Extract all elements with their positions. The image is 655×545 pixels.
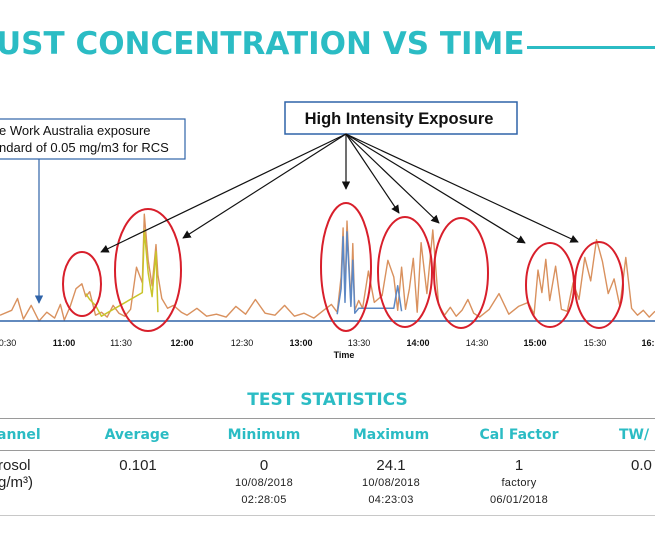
high-intensity-label: High Intensity Exposure xyxy=(305,110,494,128)
high-intensity-box xyxy=(284,101,518,135)
callout-arrows xyxy=(100,133,579,253)
highlight-ellipse xyxy=(377,216,433,328)
stats-rule-top xyxy=(0,418,655,419)
x-axis-ticks: 10:30 11:00 11:30 12:00 12:30 13:00 13:30 14:00… xyxy=(0,338,655,348)
callout-arrow xyxy=(345,133,526,244)
series-line-1 xyxy=(85,229,159,317)
cell-maximum: 24.1 xyxy=(376,457,406,474)
exposure-highlight-ellipses xyxy=(62,202,624,332)
cell-channel-line2: g/m³) xyxy=(0,474,33,491)
stats-rule-bottom xyxy=(0,515,655,516)
col-head-average: Average xyxy=(104,427,170,443)
cell-channel-line1: rosol xyxy=(0,457,31,474)
cell-minimum: 0 xyxy=(259,457,269,474)
x-tick-label: 11:00 xyxy=(53,338,76,348)
x-tick-label: 15:30 xyxy=(584,338,607,348)
series-line-2 xyxy=(336,231,403,315)
x-tick-label: 15:00 xyxy=(523,338,546,348)
title-underline-rule xyxy=(527,46,655,49)
callout-arrow xyxy=(100,133,347,253)
highlight-ellipse xyxy=(62,251,102,317)
cell-maximum-date: 10/08/2018 xyxy=(361,477,421,489)
highlight-ellipse xyxy=(433,217,489,329)
callout-arrow xyxy=(345,133,579,243)
x-tick-label: 10:30 xyxy=(0,338,16,348)
highlight-ellipse xyxy=(114,208,182,332)
cell-twa: 0.0 xyxy=(631,457,652,474)
col-head-channel: annel xyxy=(0,427,41,443)
cell-average: 0.101 xyxy=(119,457,157,474)
callout-arrow xyxy=(345,133,440,224)
col-head-twa: TW/ xyxy=(619,427,650,443)
standard-note-line-2: ndard of 0.05 mg/m3 for RCS xyxy=(0,140,169,155)
x-tick-label: 16: xyxy=(641,338,654,348)
stats-rule-header xyxy=(0,450,655,451)
page-title: UST CONCENTRATION VS TIME xyxy=(0,26,525,62)
col-head-cal-factor: Cal Factor xyxy=(479,427,559,443)
highlight-ellipse xyxy=(320,202,372,332)
standard-note-box xyxy=(0,118,186,160)
x-tick-label: 12:30 xyxy=(231,338,254,348)
cell-cal-factor-date: 06/01/2018 xyxy=(489,494,549,506)
x-tick-label: 13:00 xyxy=(289,338,312,348)
x-tick-label: 11:30 xyxy=(110,338,132,348)
concentration-chart: High Intensity Exposure e Work Australia… xyxy=(0,101,655,360)
cell-minimum-date: 10/08/2018 xyxy=(234,477,294,489)
x-tick-label: 12:00 xyxy=(170,338,193,348)
x-tick-label: 14:30 xyxy=(466,338,489,348)
cell-cal-factor: 1 xyxy=(514,457,524,474)
cell-maximum-time: 04:23:03 xyxy=(368,494,414,506)
x-tick-label: 13:30 xyxy=(348,338,371,348)
standard-note-line-1: e Work Australia exposure xyxy=(0,123,151,138)
col-head-maximum: Maximum xyxy=(352,427,430,443)
cell-cal-factor-source: factory xyxy=(501,477,537,489)
col-head-minimum: Minimum xyxy=(227,427,301,443)
series-traces xyxy=(0,213,655,322)
x-tick-label: 14:00 xyxy=(406,338,429,348)
highlight-ellipse xyxy=(525,242,575,328)
cell-minimum-time: 02:28:05 xyxy=(241,494,287,506)
callout-arrow xyxy=(182,133,347,239)
callout-arrow xyxy=(345,133,400,214)
stats-title: TEST STATISTICS xyxy=(247,390,408,410)
x-axis-label: Time xyxy=(334,350,355,360)
highlight-ellipse xyxy=(574,241,624,329)
